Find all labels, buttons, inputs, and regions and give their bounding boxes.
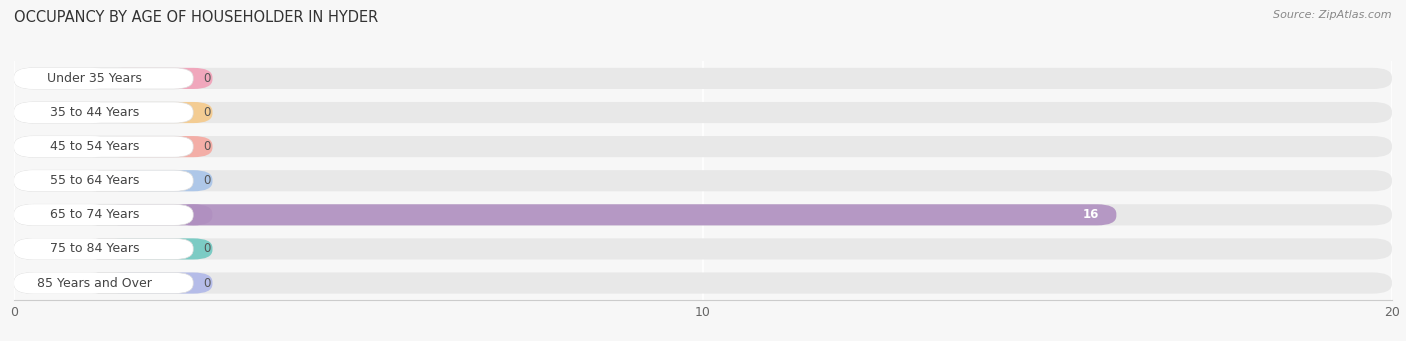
FancyBboxPatch shape: [14, 204, 111, 225]
Text: Source: ZipAtlas.com: Source: ZipAtlas.com: [1274, 10, 1392, 20]
Text: 45 to 54 Years: 45 to 54 Years: [51, 140, 139, 153]
FancyBboxPatch shape: [14, 68, 111, 89]
Text: OCCUPANCY BY AGE OF HOUSEHOLDER IN HYDER: OCCUPANCY BY AGE OF HOUSEHOLDER IN HYDER: [14, 10, 378, 25]
Text: 0: 0: [204, 72, 211, 85]
Text: 0: 0: [204, 277, 211, 290]
FancyBboxPatch shape: [14, 102, 1392, 123]
FancyBboxPatch shape: [14, 204, 193, 225]
FancyBboxPatch shape: [104, 102, 212, 123]
Text: 0: 0: [204, 140, 211, 153]
FancyBboxPatch shape: [14, 238, 1392, 260]
FancyBboxPatch shape: [14, 272, 1392, 294]
FancyBboxPatch shape: [14, 272, 111, 294]
FancyBboxPatch shape: [14, 238, 193, 260]
Text: Under 35 Years: Under 35 Years: [48, 72, 142, 85]
Text: 0: 0: [204, 242, 211, 255]
FancyBboxPatch shape: [14, 170, 1392, 191]
FancyBboxPatch shape: [14, 136, 193, 157]
FancyBboxPatch shape: [14, 102, 111, 123]
FancyBboxPatch shape: [14, 136, 111, 157]
Text: 16: 16: [1083, 208, 1099, 221]
FancyBboxPatch shape: [14, 68, 193, 89]
FancyBboxPatch shape: [14, 68, 1392, 89]
Text: 65 to 74 Years: 65 to 74 Years: [51, 208, 139, 221]
FancyBboxPatch shape: [104, 68, 212, 89]
FancyBboxPatch shape: [104, 204, 212, 225]
Text: 75 to 84 Years: 75 to 84 Years: [51, 242, 139, 255]
FancyBboxPatch shape: [174, 204, 1116, 225]
FancyBboxPatch shape: [104, 136, 212, 157]
FancyBboxPatch shape: [14, 170, 193, 191]
FancyBboxPatch shape: [14, 136, 1392, 157]
FancyBboxPatch shape: [14, 272, 193, 294]
FancyBboxPatch shape: [14, 238, 111, 260]
Text: 55 to 64 Years: 55 to 64 Years: [51, 174, 139, 187]
FancyBboxPatch shape: [104, 272, 212, 294]
Text: 85 Years and Over: 85 Years and Over: [37, 277, 152, 290]
Text: 0: 0: [204, 106, 211, 119]
FancyBboxPatch shape: [104, 170, 212, 191]
FancyBboxPatch shape: [14, 204, 1392, 225]
FancyBboxPatch shape: [14, 170, 111, 191]
Text: 35 to 44 Years: 35 to 44 Years: [51, 106, 139, 119]
Text: 0: 0: [204, 174, 211, 187]
FancyBboxPatch shape: [14, 102, 193, 123]
FancyBboxPatch shape: [104, 238, 212, 260]
